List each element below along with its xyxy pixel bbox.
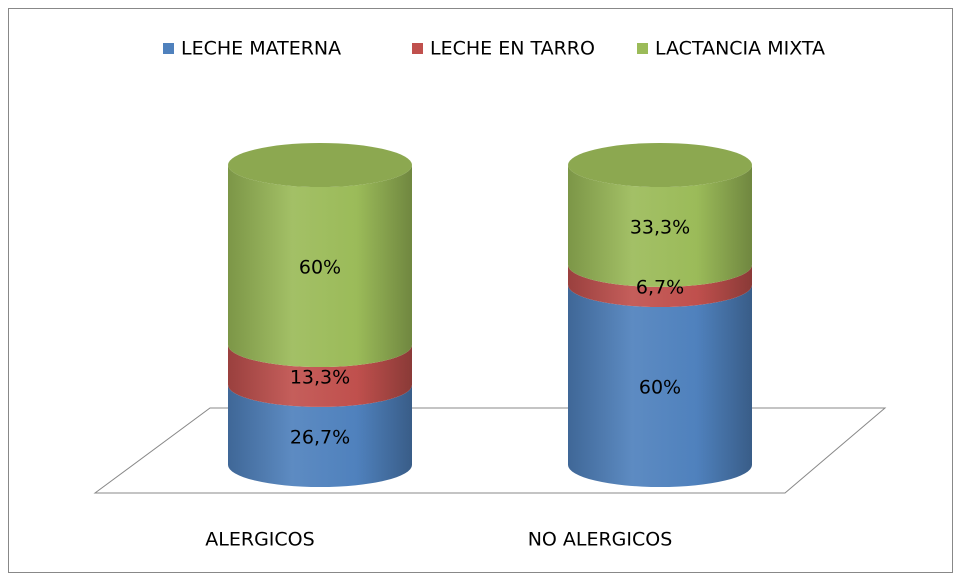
legend-label: LACTANCIA MIXTA [655, 38, 825, 60]
legend-swatch [412, 43, 423, 54]
floor [93, 407, 887, 494]
bar-segment [228, 384, 412, 487]
x-tick-label: ALERGICOS [205, 529, 314, 551]
bar-segment [568, 165, 752, 287]
value-label: 60% [639, 377, 681, 399]
bar-segment [228, 165, 412, 367]
value-label: 6,7% [636, 277, 684, 299]
bar-segment [568, 264, 752, 307]
value-label: 33,3% [630, 217, 690, 239]
bar-segment [228, 345, 412, 407]
legend-label: LECHE MATERNA [181, 38, 341, 60]
value-label: 60% [299, 257, 341, 279]
bar-segment [568, 285, 752, 487]
bar-top [228, 143, 412, 187]
value-label: 13,3% [290, 367, 350, 389]
x-tick-label: NO ALERGICOS [528, 529, 673, 551]
legend-label: LECHE EN TARRO [430, 38, 595, 60]
legend-swatch [163, 43, 174, 54]
bar-top [568, 143, 752, 187]
legend-swatch [637, 43, 648, 54]
value-label: 26,7% [290, 427, 350, 449]
